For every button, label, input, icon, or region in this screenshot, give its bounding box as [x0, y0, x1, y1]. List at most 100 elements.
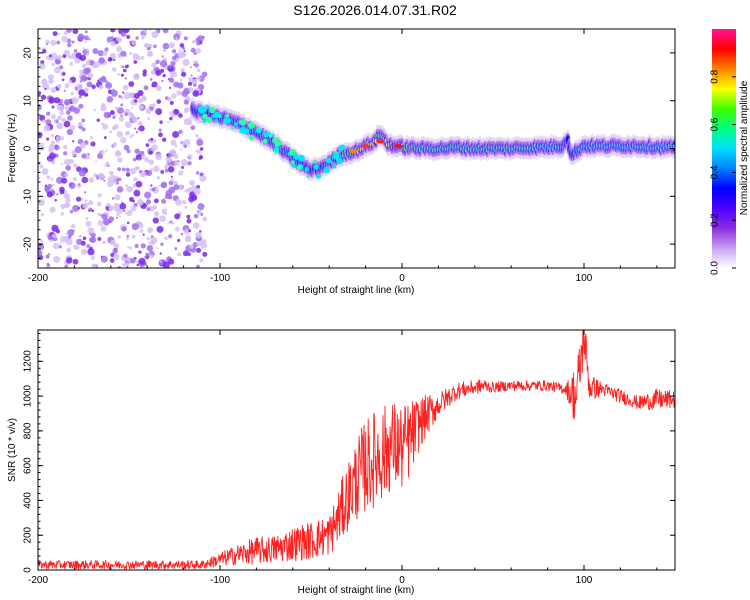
noise-dot — [131, 223, 139, 231]
noise-dot — [45, 43, 49, 46]
noise-dot — [200, 173, 203, 176]
noise-dot — [182, 58, 190, 67]
noise-dot — [110, 40, 116, 47]
noise-dot — [116, 107, 124, 115]
noise-dot — [173, 153, 179, 159]
noise-dot — [137, 159, 141, 162]
ridge-cell — [234, 122, 238, 126]
noise-dot — [92, 48, 99, 55]
noise-dot — [69, 124, 76, 131]
noise-dot — [109, 110, 115, 116]
noise-dot — [142, 72, 147, 77]
noise-dot — [39, 63, 46, 70]
noise-dot — [199, 147, 204, 151]
noise-dot — [183, 49, 186, 52]
noise-dot — [87, 248, 95, 256]
noise-dot — [46, 86, 50, 90]
ridge-peak — [361, 144, 370, 149]
snr-frame — [37, 329, 676, 571]
noise-dot — [137, 89, 144, 97]
noise-dot — [79, 142, 86, 149]
ridge-cell — [201, 113, 208, 120]
noise-dot — [111, 67, 117, 72]
noise-dot — [124, 121, 132, 129]
noise-dot — [158, 184, 161, 187]
noise-dot — [78, 103, 84, 109]
noise-dot — [192, 222, 200, 229]
noise-dot — [177, 252, 182, 257]
noise-dot — [162, 74, 166, 78]
noise-dot — [51, 62, 56, 67]
snr-x-label: Height of straight line (km) — [298, 585, 415, 596]
noise-dot — [42, 119, 46, 123]
noise-dot — [82, 202, 88, 209]
noise-dot — [90, 141, 96, 147]
noise-dot — [177, 82, 184, 89]
noise-dot — [78, 169, 86, 177]
noise-dot — [129, 196, 134, 202]
noise-dot — [85, 60, 91, 66]
noise-dot — [63, 30, 68, 35]
ridge-cell — [332, 164, 337, 169]
noise-dot — [171, 178, 174, 182]
spectrogram-y-label: Frequency (Hz) — [7, 114, 18, 183]
noise-dot — [181, 90, 189, 98]
colorbar-tick-label: 0.2 — [710, 213, 721, 227]
noise-dot — [194, 60, 199, 64]
noise-dot — [141, 154, 146, 159]
noise-dot — [85, 67, 91, 74]
noise-dot — [119, 202, 127, 210]
noise-dot — [103, 111, 111, 119]
y-tick-label: 20 — [23, 47, 34, 59]
noise-dot — [146, 236, 151, 241]
noise-dot — [173, 108, 180, 115]
noise-dot — [118, 215, 121, 218]
noise-dot — [95, 160, 98, 163]
noise-dot — [60, 235, 67, 243]
ridge-cell — [338, 144, 346, 151]
noise-dot — [135, 180, 143, 188]
ridge-cell — [211, 114, 216, 119]
noise-dot — [162, 137, 167, 142]
ridge-cell — [273, 145, 280, 152]
noise-dot — [190, 74, 193, 77]
noise-dot — [53, 119, 57, 122]
noise-dot — [132, 73, 140, 81]
noise-dot — [192, 90, 200, 97]
noise-dot — [61, 35, 69, 43]
noise-dot — [171, 221, 175, 225]
noise-dot — [136, 198, 144, 206]
noise-dot — [168, 258, 175, 265]
noise-dot — [177, 238, 181, 243]
noise-dot — [101, 213, 108, 220]
noise-dot — [62, 145, 68, 150]
noise-dot — [72, 258, 79, 265]
noise-dot — [150, 237, 158, 244]
noise-dot — [193, 213, 199, 219]
noise-dot — [90, 255, 96, 260]
noise-dot — [141, 36, 145, 40]
spectrogram-marks — [38, 29, 675, 268]
noise-dot — [187, 156, 191, 159]
noise-dot — [48, 152, 56, 160]
noise-dot — [200, 213, 204, 216]
noise-dot — [89, 136, 93, 140]
noise-dot — [102, 218, 110, 226]
noise-dot — [156, 225, 164, 233]
colorbar-tick-label: 0.6 — [710, 117, 721, 131]
noise-dot — [43, 124, 51, 132]
noise-dot — [101, 122, 104, 125]
noise-dot — [146, 169, 153, 176]
noise-dot — [45, 254, 50, 259]
noise-dot — [182, 200, 187, 205]
noise-dot — [46, 98, 49, 101]
noise-dot — [184, 205, 188, 209]
noise-dot — [64, 172, 69, 178]
noise-dot — [190, 194, 198, 201]
noise-dot — [195, 149, 199, 153]
noise-dot — [77, 206, 81, 210]
noise-dot — [189, 66, 192, 69]
x-tick-label: 0 — [399, 575, 405, 586]
noise-dot — [107, 164, 110, 168]
